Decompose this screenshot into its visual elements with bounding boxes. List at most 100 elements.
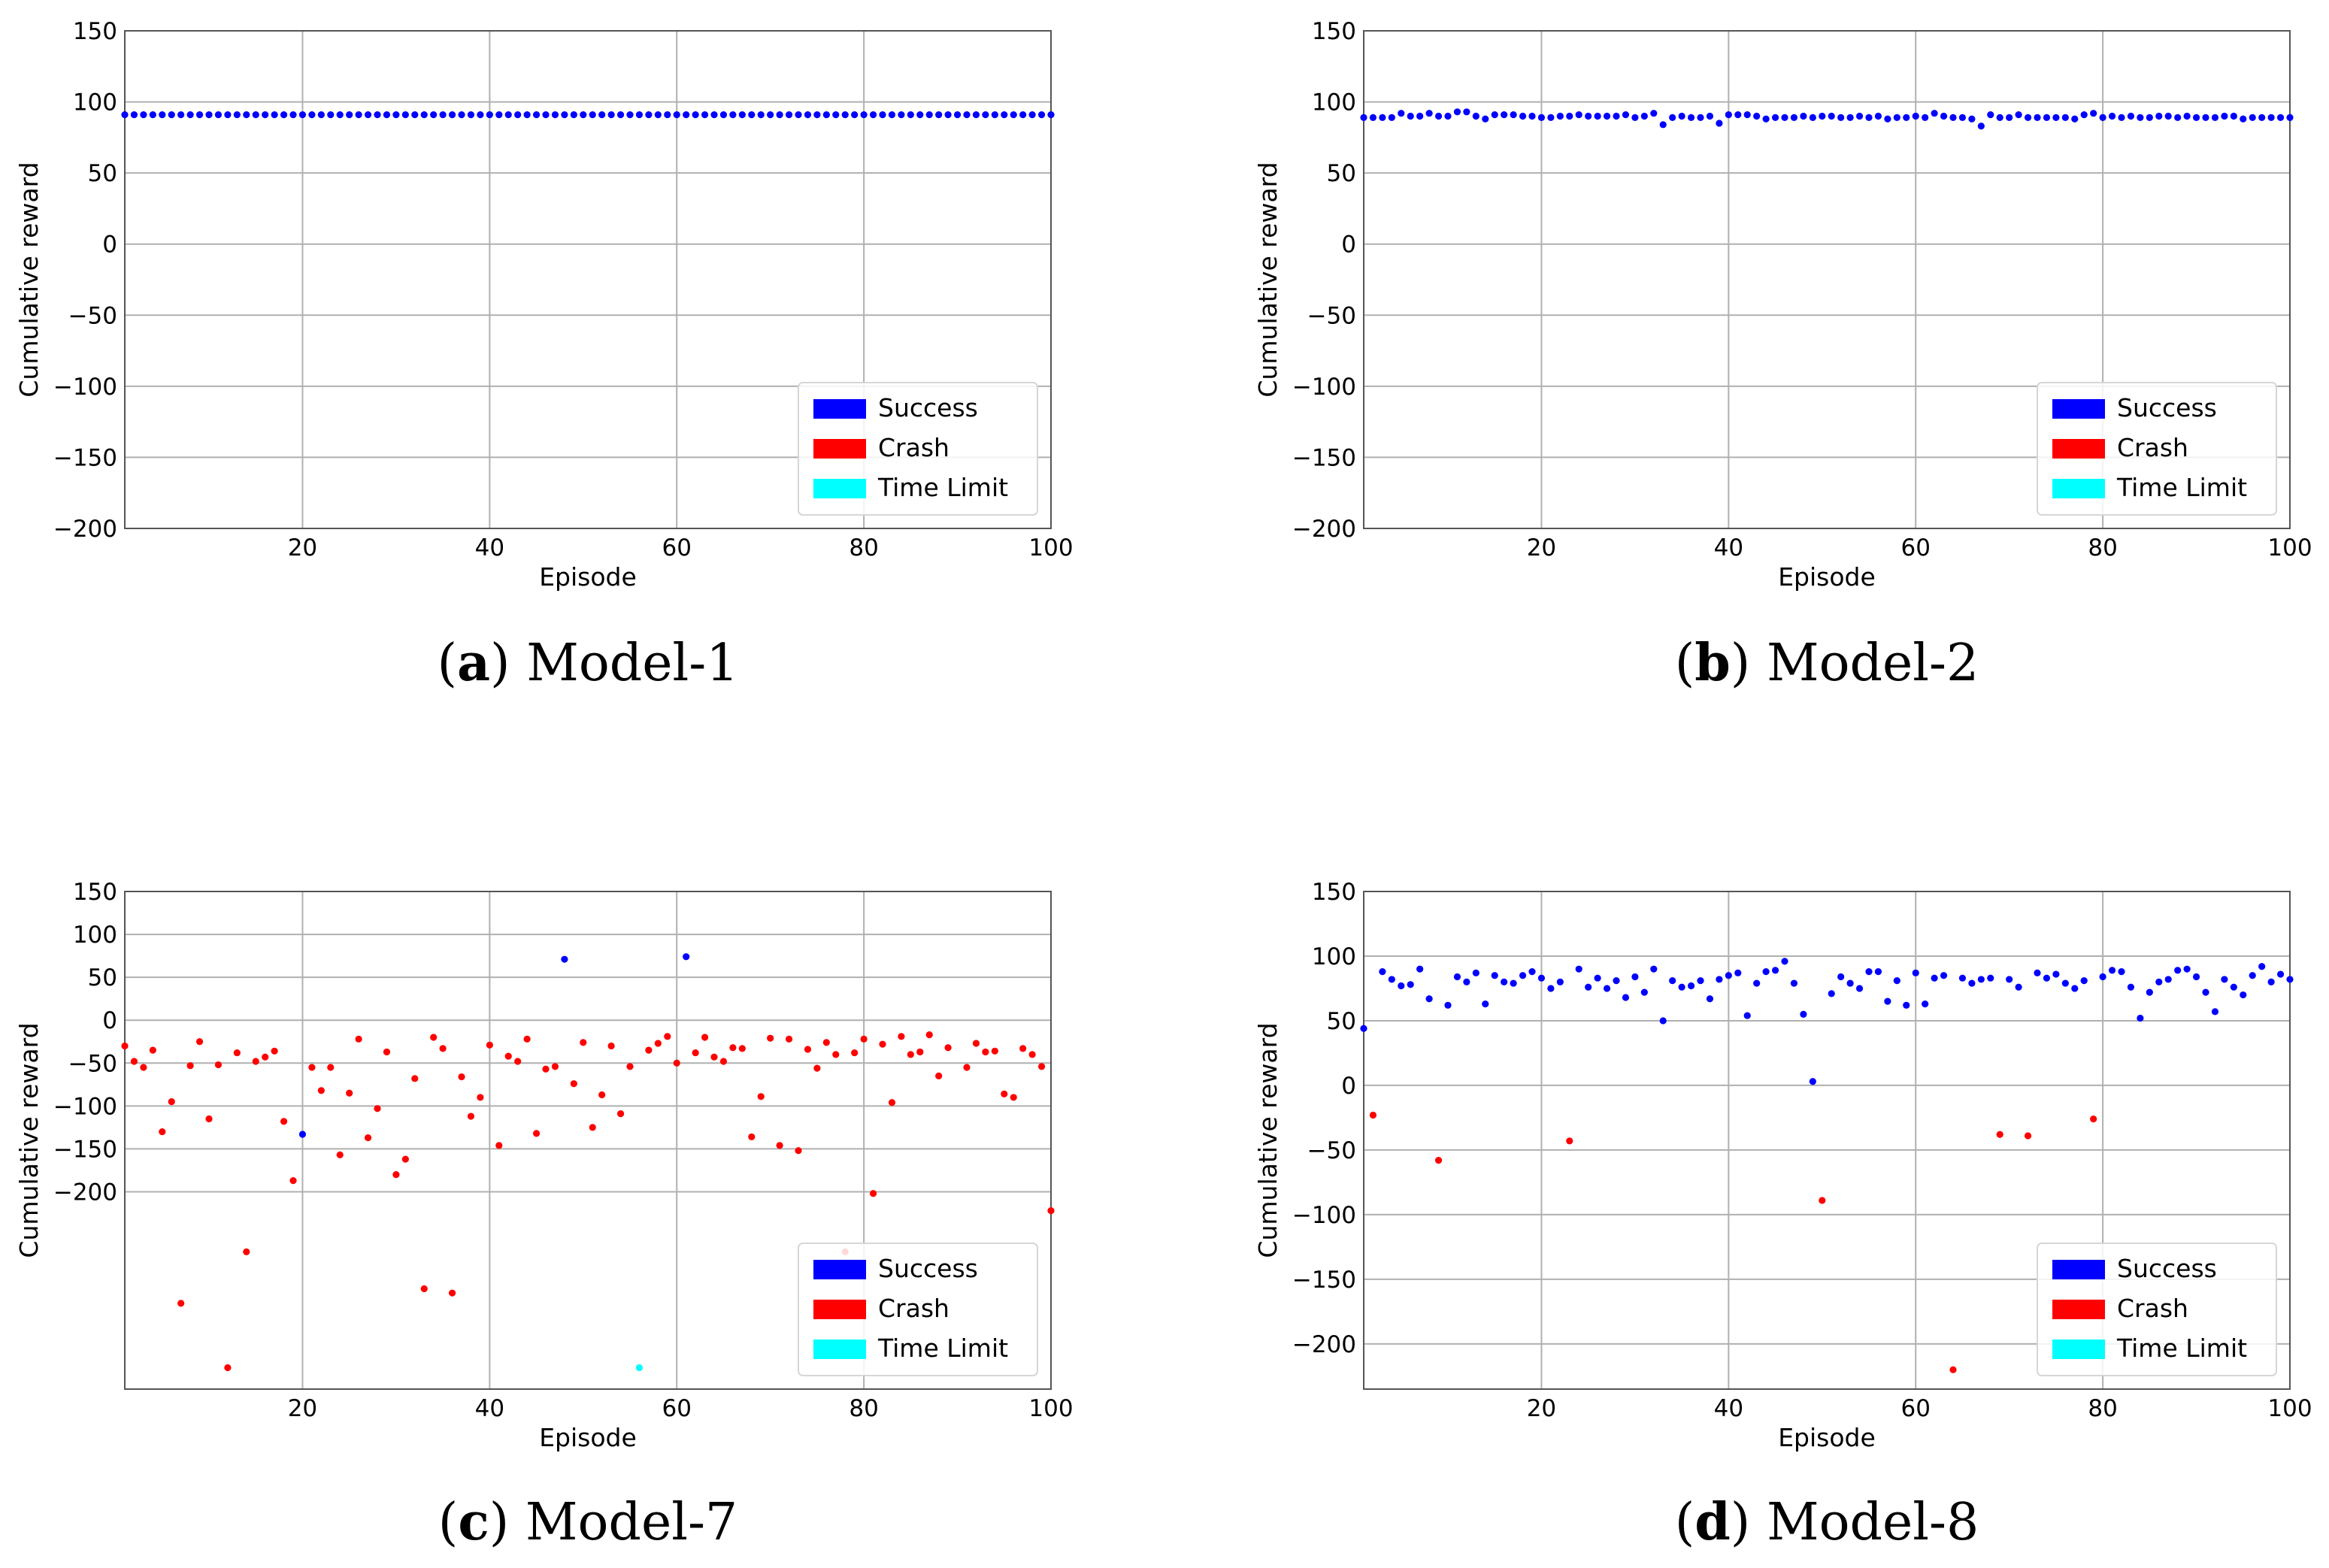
data-point-success	[1771, 114, 1779, 121]
panel-caption: (a) Model-1	[437, 633, 738, 693]
data-point-success	[2052, 114, 2060, 121]
data-point-success	[2099, 114, 2106, 121]
data-point-success	[205, 110, 213, 119]
data-point-success	[401, 110, 409, 119]
data-point-crash	[514, 1058, 522, 1065]
data-point-crash	[589, 1124, 596, 1131]
data-point-success	[1425, 110, 1433, 117]
data-point-success	[1650, 110, 1658, 117]
y-tick-label: 0	[102, 1007, 117, 1034]
data-point-success	[1781, 114, 1788, 121]
data-point-success	[1472, 969, 1479, 976]
data-point-success	[1640, 112, 1648, 120]
data-point-success	[1528, 968, 1536, 976]
data-point-success	[2183, 965, 2191, 973]
y-tick-label: 100	[1312, 943, 1356, 970]
data-point-success	[486, 110, 493, 119]
y-tick-label: 100	[73, 922, 117, 949]
data-point-crash	[430, 1034, 438, 1041]
legend-label-success: Success	[2117, 1254, 2217, 1283]
y-tick-label: 100	[73, 89, 117, 117]
x-tick-label: 100	[1028, 534, 1073, 562]
data-point-crash	[467, 1112, 475, 1120]
data-point-success	[2155, 112, 2163, 120]
data-point-crash	[1010, 1094, 1017, 1101]
y-tick-label: −100	[53, 374, 117, 401]
data-point-crash	[767, 1034, 774, 1042]
data-point-crash	[776, 1142, 783, 1149]
data-point-success	[2183, 112, 2191, 120]
data-point-success	[374, 110, 381, 119]
data-point-success	[2061, 979, 2069, 987]
data-point-success	[963, 110, 971, 119]
y-tick-label: −100	[1292, 1202, 1356, 1229]
data-point-success	[383, 110, 391, 119]
data-point-crash	[729, 1044, 737, 1052]
data-point-success	[1453, 108, 1461, 116]
data-point-success	[2174, 114, 2182, 121]
data-point-success	[692, 110, 699, 119]
data-point-success	[879, 110, 886, 119]
data-point-crash	[374, 1105, 381, 1112]
data-point-success	[748, 110, 756, 119]
data-point-success	[1678, 983, 1685, 991]
data-point-success	[1537, 974, 1546, 982]
data-point-crash	[252, 1058, 259, 1065]
x-tick-label: 40	[475, 534, 504, 562]
data-point-success	[1977, 123, 1985, 130]
data-point-success	[1762, 115, 1770, 123]
data-point-success	[523, 110, 531, 119]
data-point-success	[2240, 115, 2247, 123]
data-point-success	[458, 110, 465, 119]
data-point-crash	[701, 1034, 709, 1041]
data-point-success	[1631, 973, 1639, 981]
data-point-success	[1884, 997, 1891, 1005]
data-point-success	[364, 110, 372, 119]
data-point-success	[1828, 990, 1835, 997]
data-point-crash	[1037, 1063, 1046, 1070]
data-point-success	[2006, 976, 2013, 983]
data-point-success	[1510, 110, 1517, 119]
data-point-success	[1028, 110, 1036, 119]
legend-label-time-limit: Time Limit	[2116, 473, 2247, 502]
data-point-crash	[186, 1062, 194, 1070]
data-point-success	[1659, 121, 1667, 129]
legend-label-time-limit: Time Limit	[877, 1333, 1008, 1363]
y-tick-label: −150	[53, 1136, 117, 1163]
data-point-success	[1640, 988, 1648, 996]
data-point-success	[1388, 114, 1395, 121]
data-point-success	[214, 110, 223, 119]
data-point-success	[2127, 112, 2135, 120]
data-point-success	[1837, 973, 1845, 981]
data-point-success	[1501, 110, 1508, 119]
data-point-success	[1958, 974, 1967, 982]
data-point-crash	[243, 1248, 250, 1255]
data-point-success	[1491, 110, 1498, 119]
data-point-success	[243, 110, 250, 119]
data-point-success	[1010, 110, 1017, 119]
y-tick-label: 150	[73, 18, 117, 45]
data-point-success	[1828, 112, 1835, 120]
data-point-success	[504, 110, 512, 119]
y-tick-label: −200	[1292, 516, 1356, 543]
data-point-crash	[748, 1133, 756, 1141]
data-point-success	[1547, 114, 1555, 121]
data-point-success	[1922, 114, 1929, 121]
legend-label-crash: Crash	[878, 433, 949, 462]
data-point-success	[982, 110, 989, 119]
data-point-crash	[346, 1089, 353, 1097]
data-point-crash	[327, 1064, 335, 1071]
y-tick-label: −200	[1292, 1331, 1356, 1358]
data-point-crash	[523, 1035, 531, 1043]
data-point-crash	[692, 1049, 699, 1057]
data-point-success	[1603, 985, 1611, 992]
data-point-success	[570, 110, 577, 119]
data-point-success	[1594, 112, 1601, 120]
data-point-success	[776, 110, 783, 119]
data-point-crash	[1369, 1111, 1377, 1119]
data-point-success	[1622, 110, 1630, 119]
legend-label-crash: Crash	[2117, 433, 2188, 462]
data-point-success	[953, 110, 962, 119]
data-point-success	[1987, 974, 1994, 982]
data-point-crash	[1819, 1197, 1826, 1204]
